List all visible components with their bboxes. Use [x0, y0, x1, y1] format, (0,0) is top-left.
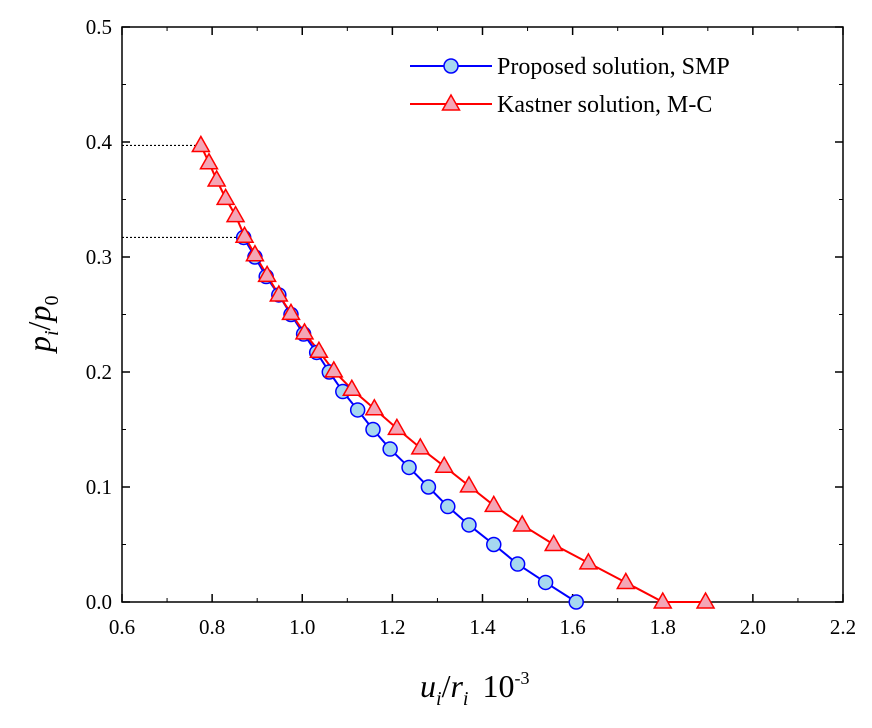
data-point-smp [461, 517, 477, 533]
data-point-smp [509, 556, 526, 572]
x-unit-exp: -3 [514, 668, 529, 688]
data-point-smp [401, 459, 417, 476]
y-tick-label: 0.4 [86, 130, 113, 154]
data-point-mc [215, 187, 236, 206]
data-point-smp [365, 421, 381, 438]
data-point-mc [281, 302, 301, 321]
legend: Proposed solution, SMP Kastner solution, … [410, 54, 730, 118]
data-point-mc [324, 360, 344, 378]
x-sep: / [442, 668, 451, 704]
x-tick-label: 0.6 [109, 615, 135, 639]
data-point-smp [440, 498, 456, 515]
data-point-mc [578, 552, 599, 570]
data-point-mc [387, 417, 407, 436]
series-line-mc [199, 145, 706, 603]
data-point-smp [486, 536, 502, 553]
y-var: p [21, 336, 57, 354]
data-point-smp [420, 479, 437, 495]
y-sub2: 0 [41, 296, 63, 306]
data-point-mc [257, 264, 277, 283]
data-point-mc [191, 134, 211, 153]
data-point-mc [225, 205, 246, 223]
data-point-mc [695, 591, 716, 609]
data-point-mc [269, 284, 289, 302]
data-point-mc [616, 571, 636, 590]
data-point-smp [537, 574, 554, 591]
y-axis-title: pi/p0 [21, 296, 63, 354]
y-tick-label: 0.1 [86, 475, 112, 499]
x-sub1: i [436, 688, 442, 710]
data-point-mc [309, 340, 329, 359]
axis-ticks: 0.6 0.8 1.0 1.2 1.4 1.6 1.8 2.0 2.2 0.0 0.1 0.2 0.3 0… [86, 15, 856, 639]
data-point-mc [294, 322, 315, 340]
legend-marker [441, 93, 461, 111]
y-var2: p [21, 306, 57, 324]
y-tick-label: 0.2 [86, 360, 112, 384]
y-sep: / [21, 321, 57, 330]
reference-lines [122, 144, 244, 239]
data-point-mc [434, 455, 454, 474]
x-sub2: i [463, 688, 469, 710]
data-point-smp [349, 402, 366, 418]
y-tick-label: 0.5 [86, 15, 112, 39]
y-tick-label: 0.0 [86, 590, 112, 614]
data-point-mc [234, 225, 255, 244]
data-point-mc [245, 244, 265, 262]
plot-frame [121, 26, 844, 603]
data-point-mc [364, 398, 385, 416]
legend-label: Kastner solution, M-C [497, 92, 712, 118]
x-var2: r [450, 668, 463, 704]
x-tick-label: 0.8 [199, 615, 225, 639]
data-point-mc [652, 591, 673, 609]
y-sub1: i [41, 330, 63, 336]
x-unit: 10 [482, 668, 514, 704]
data-point-mc [483, 494, 504, 513]
data-point-mc [543, 533, 564, 552]
data-point-mc [410, 437, 431, 455]
series-line-smp [242, 236, 577, 603]
x-tick-label: 1.4 [469, 615, 496, 639]
x-tick-label: 1.2 [379, 615, 405, 639]
x-tick-label: 2.2 [830, 615, 856, 639]
x-tick-label: 1.8 [650, 615, 676, 639]
y-tick-label: 0.3 [86, 245, 112, 269]
legend-label: Proposed solution, SMP [497, 54, 730, 80]
legend-marker [443, 58, 459, 74]
data-point-mc [206, 169, 227, 187]
data-point-mc [512, 514, 532, 532]
series-layer [191, 134, 716, 610]
x-tick-label: 1.0 [289, 615, 315, 639]
data-point-mc [342, 378, 362, 396]
x-tick-label: 1.6 [560, 615, 586, 639]
data-point-smp [382, 441, 398, 457]
x-axis-title: ui/ri 10-3 [420, 668, 529, 710]
data-point-smp [568, 594, 584, 610]
x-var: u [420, 668, 436, 704]
data-point-mc [459, 475, 479, 493]
data-point-mc [199, 152, 219, 170]
x-tick-label: 2.0 [740, 615, 766, 639]
